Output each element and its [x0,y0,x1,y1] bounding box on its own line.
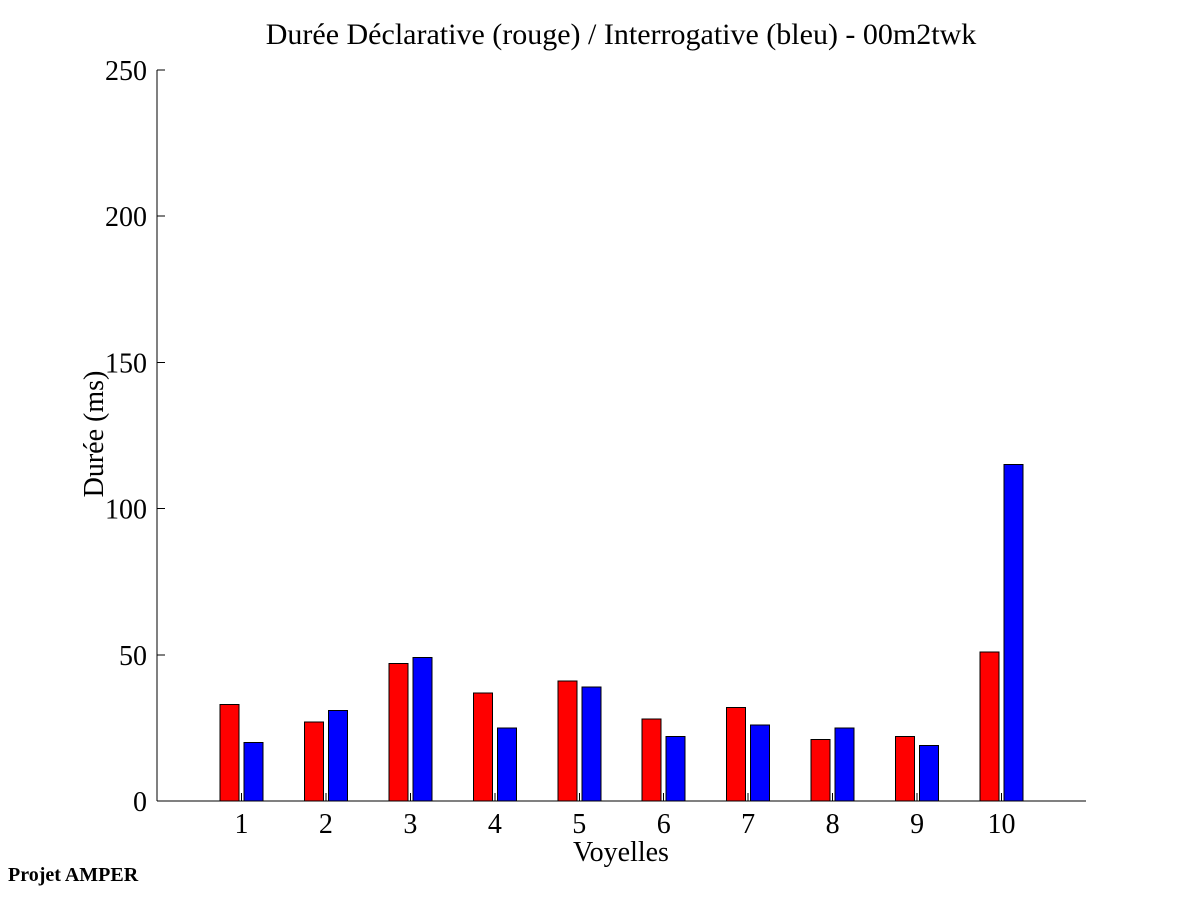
bar-declarative-7 [726,706,747,802]
bar-declarative-3 [388,663,409,802]
x-tick-label-4: 4 [488,809,502,840]
x-tick-label-5: 5 [572,809,586,840]
bar-interrogative-1 [243,742,264,802]
y-tick-label-150: 150 [105,348,147,379]
x-tick-label-9: 9 [910,809,924,840]
bar-declarative-8 [810,739,831,802]
y-tick-label-0: 0 [133,787,147,818]
bar-interrogative-3 [412,657,433,802]
bar-declarative-6 [641,718,662,802]
y-tick-label-250: 250 [105,56,147,87]
y-tick-label-50: 50 [119,641,147,672]
x-tick-label-8: 8 [826,809,840,840]
bar-interrogative-4 [496,727,517,802]
bar-interrogative-10 [1003,464,1024,802]
footer-project-label: Projet AMPER [8,864,139,886]
bar-declarative-5 [557,680,578,802]
x-tick-label-6: 6 [657,809,671,840]
y-axis-label: Durée (ms) [79,371,110,498]
bar-interrogative-9 [919,744,940,802]
x-tick-label-10: 10 [988,809,1016,840]
plot-area: 0 50 100 150 200 250 1 2 3 4 5 6 7 8 9 10 [105,56,1086,840]
bar-interrogative-8 [834,727,855,802]
bar-declarative-1 [219,704,240,802]
bar-declarative-2 [303,721,324,802]
x-tick-label-2: 2 [319,809,333,840]
bar-declarative-4 [472,692,493,802]
bar-interrogative-5 [581,686,602,802]
bar-interrogative-7 [750,724,771,802]
bar-interrogative-2 [327,709,348,802]
x-axis-label: Voyelles [573,837,669,868]
x-tick-label-7: 7 [741,809,755,840]
y-tick-label-100: 100 [105,495,147,526]
x-tick-label-1: 1 [234,809,248,840]
y-tick-label-200: 200 [105,202,147,233]
bar-interrogative-6 [665,736,686,802]
bar-declarative-10 [979,651,1000,802]
chart-title: Durée Déclarative (rouge) / Interrogativ… [266,18,977,51]
bar-declarative-9 [895,736,916,802]
x-tick-label-3: 3 [403,809,417,840]
